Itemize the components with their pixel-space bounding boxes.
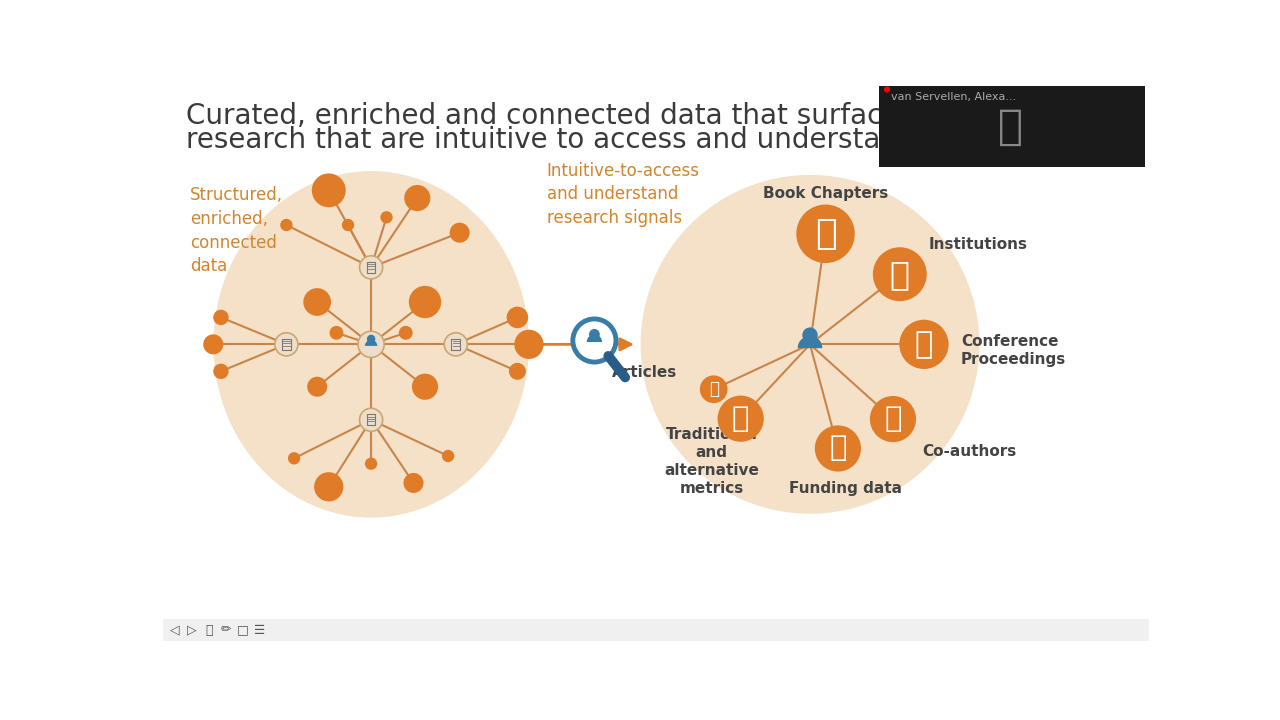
Wedge shape [365,340,378,346]
Text: Traditional
and
alternative
metrics: Traditional and alternative metrics [664,426,759,495]
Bar [282,339,291,350]
Circle shape [884,86,890,93]
Circle shape [873,247,927,301]
Bar [879,86,1144,167]
Circle shape [815,426,861,472]
Circle shape [342,219,355,231]
Ellipse shape [214,171,529,518]
Text: ☰: ☰ [253,624,265,636]
Text: :  [915,330,933,359]
Circle shape [288,452,301,464]
Text: Intuitive-to-access
and understand
research signals: Intuitive-to-access and understand resea… [547,162,700,227]
Text: van Servellen, Alexa...: van Servellen, Alexa... [891,91,1016,102]
Text: ◁: ◁ [170,624,179,636]
Circle shape [275,333,298,356]
Text: :  [732,405,749,433]
Circle shape [796,204,855,263]
Circle shape [507,307,529,328]
Text: ⬜: ⬜ [205,624,212,636]
Text: Curated, enriched and connected data that surfaces signals ab: Curated, enriched and connected data tha… [187,102,1064,130]
Circle shape [314,472,343,501]
Wedge shape [586,334,602,342]
Bar [452,339,460,350]
Circle shape [870,396,916,442]
Circle shape [718,395,764,442]
Circle shape [358,331,384,357]
Bar [164,619,1149,641]
Circle shape [640,175,979,514]
Circle shape [515,330,544,359]
Text: Conference
Proceedings: Conference Proceedings [961,334,1066,367]
Circle shape [380,211,393,223]
Text: Structured,
enriched,
connected
data: Structured, enriched, connected data [191,186,283,275]
Text: :  [815,217,836,251]
Circle shape [280,219,293,231]
Circle shape [573,319,616,362]
Text: :  [709,380,718,398]
Circle shape [214,364,229,379]
Circle shape [360,256,383,279]
Circle shape [444,333,467,356]
Text: □: □ [237,624,248,636]
Bar [367,415,375,426]
Text: Articles: Articles [612,365,677,380]
Text: Book Chapters: Book Chapters [763,186,888,202]
Circle shape [312,174,346,207]
Bar [367,262,375,273]
Circle shape [700,375,727,403]
Circle shape [214,310,229,325]
Text: Co-authors: Co-authors [922,444,1016,459]
Circle shape [204,334,223,354]
Circle shape [303,288,332,316]
Text: 👤: 👤 [997,105,1023,148]
Circle shape [307,377,328,397]
Circle shape [399,326,412,340]
Circle shape [442,450,454,462]
Circle shape [365,457,378,470]
Text: research that are intuitive to access and understand: research that are intuitive to access an… [187,127,916,154]
Circle shape [408,286,442,318]
Circle shape [803,328,818,343]
Text: :  [884,405,901,433]
Text: ✏: ✏ [220,624,230,636]
Wedge shape [797,336,822,348]
Circle shape [589,329,600,340]
Circle shape [329,326,343,340]
Circle shape [404,185,430,211]
Circle shape [367,335,375,343]
Circle shape [509,363,526,379]
Circle shape [403,473,424,493]
Circle shape [412,374,438,400]
Text: :  [890,258,910,291]
Text: :  [829,434,846,462]
Circle shape [360,408,383,431]
Text: Institutions: Institutions [929,238,1028,253]
Text: Funding data: Funding data [788,481,902,496]
Circle shape [449,222,470,243]
Text: ▷: ▷ [187,624,197,636]
Circle shape [900,320,948,369]
